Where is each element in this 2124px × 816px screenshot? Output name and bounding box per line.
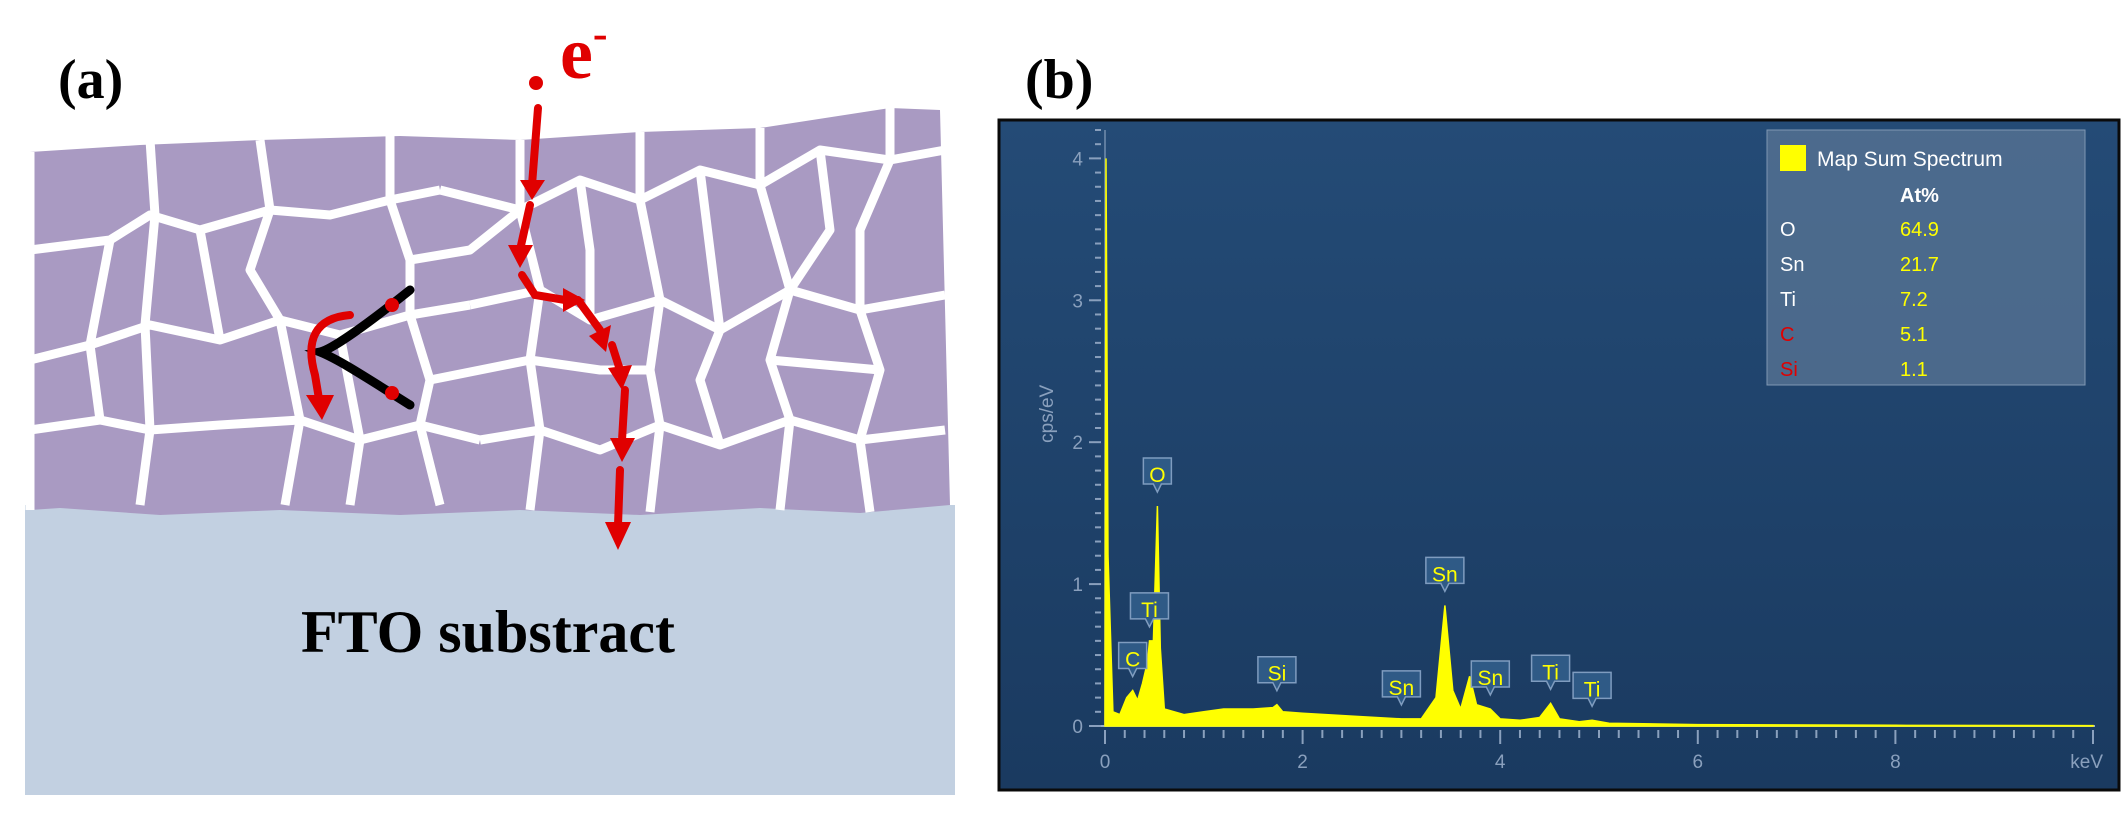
peak-label-text: Ti	[1584, 678, 1601, 701]
panel-b: (b) 0 1 2 3 4 0 2 4 6 8 keV cps/eV C Ti O Si Sn Sn Sn Ti Ti…	[995, 0, 2124, 811]
peak-label-text: Sn	[1389, 677, 1415, 700]
peak-label-box	[1425, 556, 1465, 594]
peak-label-o: O	[1142, 457, 1173, 494]
legend-row: Si 1.1	[1780, 359, 1928, 381]
peak-label-text: O	[1149, 464, 1165, 487]
y-tick-label: 2	[1072, 433, 1083, 454]
legend-row: C 5.1	[1780, 324, 1928, 346]
legend-element: Si	[1780, 359, 1798, 381]
peak-label-box	[1530, 654, 1571, 691]
peak-label-c: C	[1117, 641, 1148, 679]
legend-element: O	[1780, 219, 1796, 241]
peak-label-sn: Sn	[1470, 660, 1511, 697]
porous-film	[30, 108, 950, 515]
electron-label: e-	[560, 9, 608, 95]
peak-label-box	[1117, 641, 1148, 679]
spectrum-area	[1104, 158, 2094, 727]
fto-substrate-label: FTO substract	[301, 599, 675, 665]
tio2-schematic: e- FTO substract	[25, 9, 955, 795]
peak-label-text: Sn	[1432, 563, 1458, 586]
legend-value: 64.9	[1900, 219, 1939, 241]
spectrum	[1104, 158, 2094, 727]
peak-label-si: Si	[1257, 655, 1297, 693]
legend-value: 1.1	[1900, 359, 1928, 381]
peak-label-box	[1470, 660, 1511, 697]
legend-value: 7.2	[1900, 289, 1928, 311]
peak-label-box	[1142, 457, 1173, 494]
peak-label-text: Si	[1268, 663, 1287, 686]
peak-label-sn: Sn	[1381, 670, 1422, 707]
legend-swatch	[1780, 145, 1806, 171]
y-tick-label: 4	[1072, 149, 1083, 170]
legend-row: O 64.9	[1780, 219, 1939, 241]
peak-label-ti: Ti	[1129, 592, 1170, 629]
peak-label-ti: Ti	[1530, 654, 1571, 691]
panel-b-label: (b)	[1025, 49, 1094, 111]
peak-label-sn: Sn	[1425, 556, 1465, 594]
peak-label-ti: Ti	[1572, 671, 1612, 709]
peak-label-box	[1572, 671, 1612, 709]
legend-column-header: At%	[1900, 185, 1939, 207]
legend-value: 5.1	[1900, 324, 1928, 346]
x-axis-label: keV	[2070, 752, 2103, 773]
electron-dot	[529, 76, 543, 90]
peak-label-box	[1257, 655, 1297, 693]
x-tick-label: 2	[1297, 752, 1308, 773]
peak-labels: C Ti O Si Sn Sn Sn Ti Ti	[1117, 457, 1612, 709]
legend-title: Map Sum Spectrum	[1817, 148, 2003, 171]
peak-label-text: Ti	[1542, 661, 1559, 684]
eds-spectrum-chart: 0 1 2 3 4 0 2 4 6 8 keV cps/eV C Ti O Si Sn Sn Sn Ti Ti Map…	[997, 118, 2121, 792]
peak-label-text: C	[1125, 649, 1140, 672]
peak-label-text: Sn	[1477, 667, 1503, 690]
recombination-symbol	[304, 285, 415, 410]
electron-path-arrowheads	[508, 180, 635, 550]
peak-label-box	[1129, 592, 1170, 629]
legend-row: Sn 21.7	[1780, 254, 1939, 276]
panel-a-label: (a)	[58, 49, 124, 111]
fto-substrate	[25, 505, 955, 795]
y-tick-label: 3	[1072, 291, 1083, 312]
legend-row: Ti 7.2	[1780, 289, 1928, 311]
legend-element: C	[1780, 324, 1794, 346]
legend-box	[1766, 129, 2086, 386]
x-tick-label: 6	[1693, 752, 1704, 773]
legend: Map Sum Spectrum At% O 64.9 Sn 21.7 Ti 7.2 C 5.…	[1766, 129, 2086, 386]
peak-label-text: Ti	[1141, 599, 1158, 622]
legend-element: Ti	[1780, 289, 1796, 311]
electron-path	[516, 104, 629, 529]
panel-a: (a)	[0, 0, 1000, 811]
peak-label-box	[1381, 670, 1422, 707]
x-tick-label: 4	[1495, 752, 1506, 773]
x-tick-label: 0	[1100, 752, 1111, 773]
y-tick-label: 0	[1072, 717, 1083, 738]
recombination-arrow	[306, 298, 399, 420]
legend-element: Sn	[1780, 254, 1804, 276]
legend-rows: O 64.9 Sn 21.7 Ti 7.2 C 5.1 Si 1.1	[1780, 219, 1939, 381]
x-tick-label: 8	[1890, 752, 1901, 773]
y-axis-label: cps/eV	[1037, 384, 1058, 442]
y-tick-label: 1	[1072, 575, 1083, 596]
legend-value: 21.7	[1900, 254, 1939, 276]
